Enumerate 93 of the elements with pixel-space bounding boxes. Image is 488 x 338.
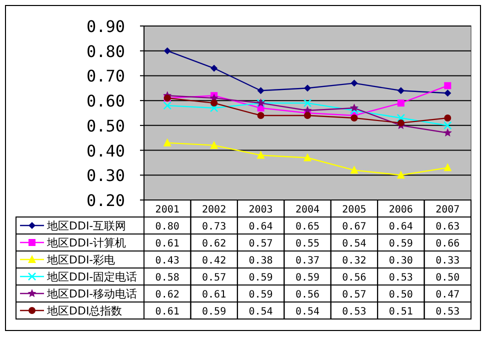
data-label: 0.64 bbox=[388, 222, 413, 232]
data-label: 0.53 bbox=[388, 272, 413, 284]
data-label: 0.61 bbox=[202, 290, 226, 300]
y-tick-label: 0.30 bbox=[86, 166, 125, 186]
data-label: 0.56 bbox=[295, 290, 320, 300]
point bbox=[256, 150, 265, 159]
legend-label: 地区DDI总指数 bbox=[46, 304, 122, 318]
point bbox=[396, 114, 406, 122]
data-label: 0.53 bbox=[342, 306, 366, 318]
legend-label: 地区DDI-计算机 bbox=[46, 236, 126, 250]
point bbox=[444, 90, 452, 97]
legend-label: 地区DDI-移动电话 bbox=[46, 288, 138, 300]
legend-label: 地区DDI-彩电 bbox=[46, 254, 116, 266]
point bbox=[397, 87, 404, 94]
point bbox=[210, 140, 218, 149]
data-label: 0.50 bbox=[436, 272, 460, 284]
data-label: 0.55 bbox=[295, 238, 320, 250]
data-label: 0.62 bbox=[202, 238, 226, 250]
legend-label: 地区DDI-互联网 bbox=[46, 220, 126, 232]
point bbox=[257, 112, 264, 119]
data-label: 0.57 bbox=[202, 272, 226, 284]
point bbox=[397, 119, 404, 126]
y-tick-label: 0.50 bbox=[86, 116, 125, 136]
data-label: 0.59 bbox=[248, 272, 273, 284]
point bbox=[350, 104, 358, 112]
data-label: 0.80 bbox=[155, 222, 180, 232]
data-label: 0.61 bbox=[155, 238, 180, 250]
point bbox=[444, 82, 452, 90]
point bbox=[350, 106, 358, 115]
legend-label: 地区DDI-固定电话 bbox=[46, 270, 138, 284]
y-tick-label: 0.90 bbox=[86, 17, 125, 36]
point bbox=[443, 128, 452, 137]
y-tick-label: 0.60 bbox=[86, 92, 125, 111]
point bbox=[210, 100, 218, 107]
point bbox=[396, 170, 405, 179]
data-label: 0.59 bbox=[248, 290, 273, 300]
x-tick-label: 2001 bbox=[155, 204, 180, 216]
data-label: 0.62 bbox=[155, 290, 180, 300]
point bbox=[163, 101, 172, 110]
point bbox=[304, 153, 312, 162]
x-tick-label: 2006 bbox=[388, 204, 413, 216]
x-tick-label: 2005 bbox=[342, 204, 366, 216]
data-label: 0.47 bbox=[436, 290, 460, 300]
data-label: 0.54 bbox=[342, 238, 366, 250]
x-tick-label: 2004 bbox=[295, 204, 320, 216]
data-label: 0.59 bbox=[295, 272, 320, 284]
data-label: 0.59 bbox=[202, 306, 226, 318]
x-tick-label: 2003 bbox=[248, 204, 273, 216]
point bbox=[397, 100, 404, 107]
data-label: 0.73 bbox=[202, 222, 226, 232]
point bbox=[444, 114, 452, 122]
data-label: 0.51 bbox=[388, 306, 413, 318]
data-label: 0.63 bbox=[436, 222, 460, 232]
x-tick-label: 2002 bbox=[202, 204, 226, 216]
point bbox=[443, 121, 452, 130]
point bbox=[444, 163, 452, 172]
y-tick-label: 0.80 bbox=[86, 42, 125, 61]
data-label: 0.56 bbox=[342, 272, 366, 284]
data-label: 0.50 bbox=[388, 290, 413, 300]
data-label: 0.58 bbox=[155, 272, 180, 284]
point bbox=[164, 47, 171, 54]
y-tick-label: 0.40 bbox=[86, 141, 125, 160]
data-label: 0.66 bbox=[436, 238, 460, 250]
data-label: 0.30 bbox=[388, 256, 413, 266]
data-label: 0.65 bbox=[295, 222, 320, 232]
data-label: 0.67 bbox=[342, 222, 366, 232]
point bbox=[210, 64, 218, 72]
point bbox=[304, 84, 311, 92]
data-label: 0.59 bbox=[388, 238, 413, 250]
data-label: 0.38 bbox=[248, 256, 273, 266]
data-label: 0.57 bbox=[248, 238, 273, 250]
x-tick-label: 2007 bbox=[436, 204, 460, 216]
point bbox=[163, 138, 172, 146]
data-label: 0.43 bbox=[155, 256, 180, 266]
data-label: 0.54 bbox=[295, 306, 320, 318]
point bbox=[257, 87, 264, 94]
point bbox=[303, 98, 312, 108]
data-label: 0.37 bbox=[295, 256, 320, 266]
data-label: 0.32 bbox=[342, 256, 366, 266]
data-label: 0.61 bbox=[155, 306, 180, 318]
data-label: 0.64 bbox=[248, 222, 273, 232]
point bbox=[210, 104, 218, 112]
y-tick-label: 0.20 bbox=[86, 191, 125, 210]
data-label: 0.53 bbox=[436, 306, 460, 318]
data-label: 0.57 bbox=[342, 290, 366, 300]
data-label: 0.54 bbox=[248, 306, 273, 318]
point bbox=[304, 112, 311, 119]
point bbox=[350, 80, 358, 87]
y-tick-label: 0.70 bbox=[86, 66, 125, 86]
data-label: 0.42 bbox=[202, 256, 226, 266]
data-label: 0.33 bbox=[436, 256, 460, 266]
point bbox=[350, 114, 358, 122]
point bbox=[350, 166, 358, 174]
